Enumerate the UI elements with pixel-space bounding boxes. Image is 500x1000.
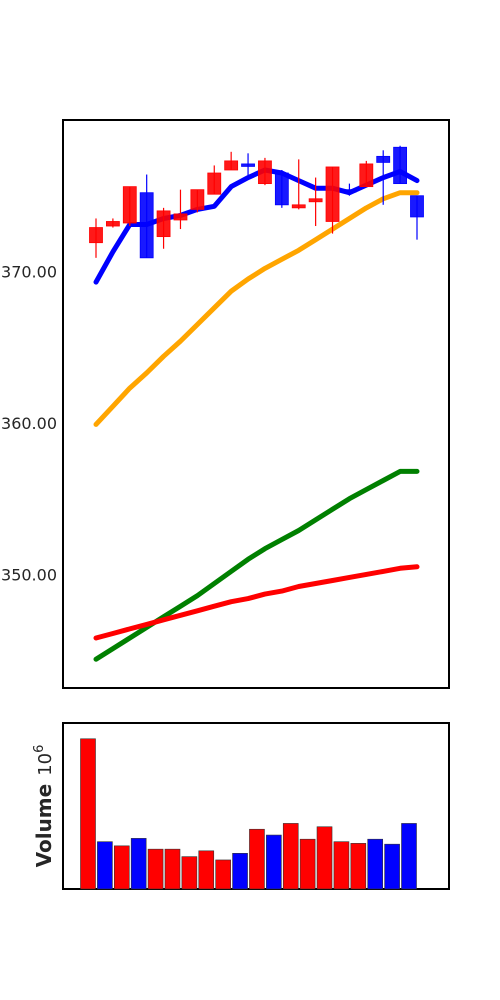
- candle-body: [308, 198, 323, 203]
- volume-bar: [215, 859, 231, 890]
- candle-body: [325, 166, 340, 222]
- candle-body: [156, 210, 171, 238]
- candle-body: [376, 155, 391, 163]
- volume-panel: Volume 106: [32, 722, 450, 890]
- volume-bar: [299, 838, 316, 890]
- svg-text:Volume106: Volume 106: [32, 745, 56, 868]
- volume-ylabel-power: 6: [32, 745, 47, 753]
- candle-body: [105, 221, 120, 227]
- price-y-axis: 350.00 360.00 370.00: [1, 262, 57, 584]
- price-y-tick-label: 360.00: [1, 414, 57, 433]
- moving-average-line-4: [93, 564, 420, 641]
- candlestick: [173, 189, 188, 230]
- candle-body: [342, 189, 357, 193]
- candle-body: [258, 160, 272, 185]
- volume-bar: [113, 845, 130, 890]
- candle-body: [190, 189, 205, 210]
- candlesticks: [89, 145, 424, 259]
- candle-body: [139, 192, 154, 259]
- candle-body: [224, 160, 239, 171]
- candle-body: [410, 195, 424, 218]
- volume-bar: [249, 828, 265, 890]
- volume-bar: [333, 841, 350, 890]
- volume-ylabel-exponent: 10: [35, 753, 56, 776]
- candlestick: [325, 166, 340, 234]
- volume-bar: [164, 848, 181, 890]
- candle-body: [359, 163, 374, 188]
- price-plot-frame: [62, 119, 450, 689]
- candlestick: [359, 160, 374, 188]
- volume-bar: [316, 826, 333, 890]
- volume-bar: [350, 843, 367, 890]
- candlestick: [207, 165, 222, 195]
- candlestick: [274, 169, 289, 208]
- candle-body: [89, 227, 103, 244]
- moving-average-line-2: [93, 190, 420, 427]
- volume-bar: [367, 838, 384, 890]
- volume-bar: [282, 823, 299, 890]
- price-y-tick-label: 370.00: [1, 262, 57, 281]
- candle-body: [173, 213, 188, 221]
- volume-ylabel: Volume: [32, 784, 56, 868]
- volume-axis-label: Volume 106: [32, 745, 56, 868]
- volume-bar: [266, 834, 282, 890]
- candlestick: [308, 177, 323, 227]
- candle-body: [291, 204, 306, 209]
- candlestick: [376, 150, 391, 205]
- candle-body: [207, 172, 222, 195]
- volume-bar: [232, 853, 248, 890]
- candlestick: [156, 207, 171, 249]
- candlestick: [410, 195, 424, 240]
- volume-bar: [198, 850, 215, 890]
- candlestick: [342, 183, 357, 196]
- candlestick: [393, 145, 408, 185]
- volume-bar: [147, 848, 164, 890]
- volume-bars: [80, 738, 417, 890]
- candle-body: [274, 172, 289, 206]
- candle-body: [122, 186, 137, 224]
- volume-bar: [130, 838, 147, 890]
- candle-body: [393, 146, 408, 185]
- price-y-tick-label: 350.00: [1, 565, 57, 584]
- volume-bar: [401, 823, 417, 890]
- candlestick: [258, 157, 272, 186]
- candlestick: [190, 189, 205, 213]
- candlestick: [122, 186, 137, 227]
- candlestick: [241, 153, 255, 178]
- candle-body: [241, 163, 255, 167]
- candlestick: [105, 218, 120, 228]
- candlestick: [291, 159, 306, 210]
- volume-bar: [181, 856, 198, 890]
- volume-bar: [80, 738, 96, 890]
- volume-bar: [384, 843, 400, 890]
- volume-bar: [97, 841, 113, 890]
- candlestick: [224, 151, 239, 171]
- candlestick: [139, 174, 154, 259]
- candlestick: [89, 218, 103, 258]
- price-panel: 350.00 360.00 370.00: [1, 119, 450, 689]
